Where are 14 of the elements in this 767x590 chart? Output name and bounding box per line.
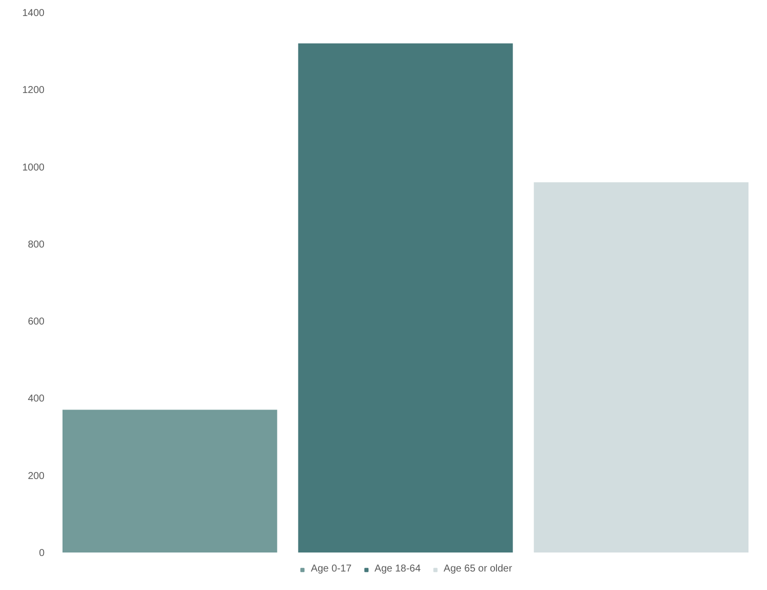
y-tick-label: 600: [28, 316, 45, 328]
y-tick-label: 200: [28, 470, 45, 482]
bar: [534, 182, 748, 552]
bar: [298, 43, 513, 552]
y-tick-label: 1400: [22, 8, 45, 19]
y-tick-label: 1200: [22, 85, 45, 96]
y-tick-label: 400: [28, 394, 45, 405]
bar: [62, 410, 278, 552]
legend-label: Age 0-17: [310, 564, 352, 574]
y-tick-label: 1000: [22, 162, 45, 174]
y-tick-label: 0: [38, 548, 45, 559]
legend-label: Age 18-64: [374, 564, 421, 574]
y-tick-label: 800: [28, 239, 45, 250]
legend-label: Age 65 or older: [444, 564, 512, 574]
